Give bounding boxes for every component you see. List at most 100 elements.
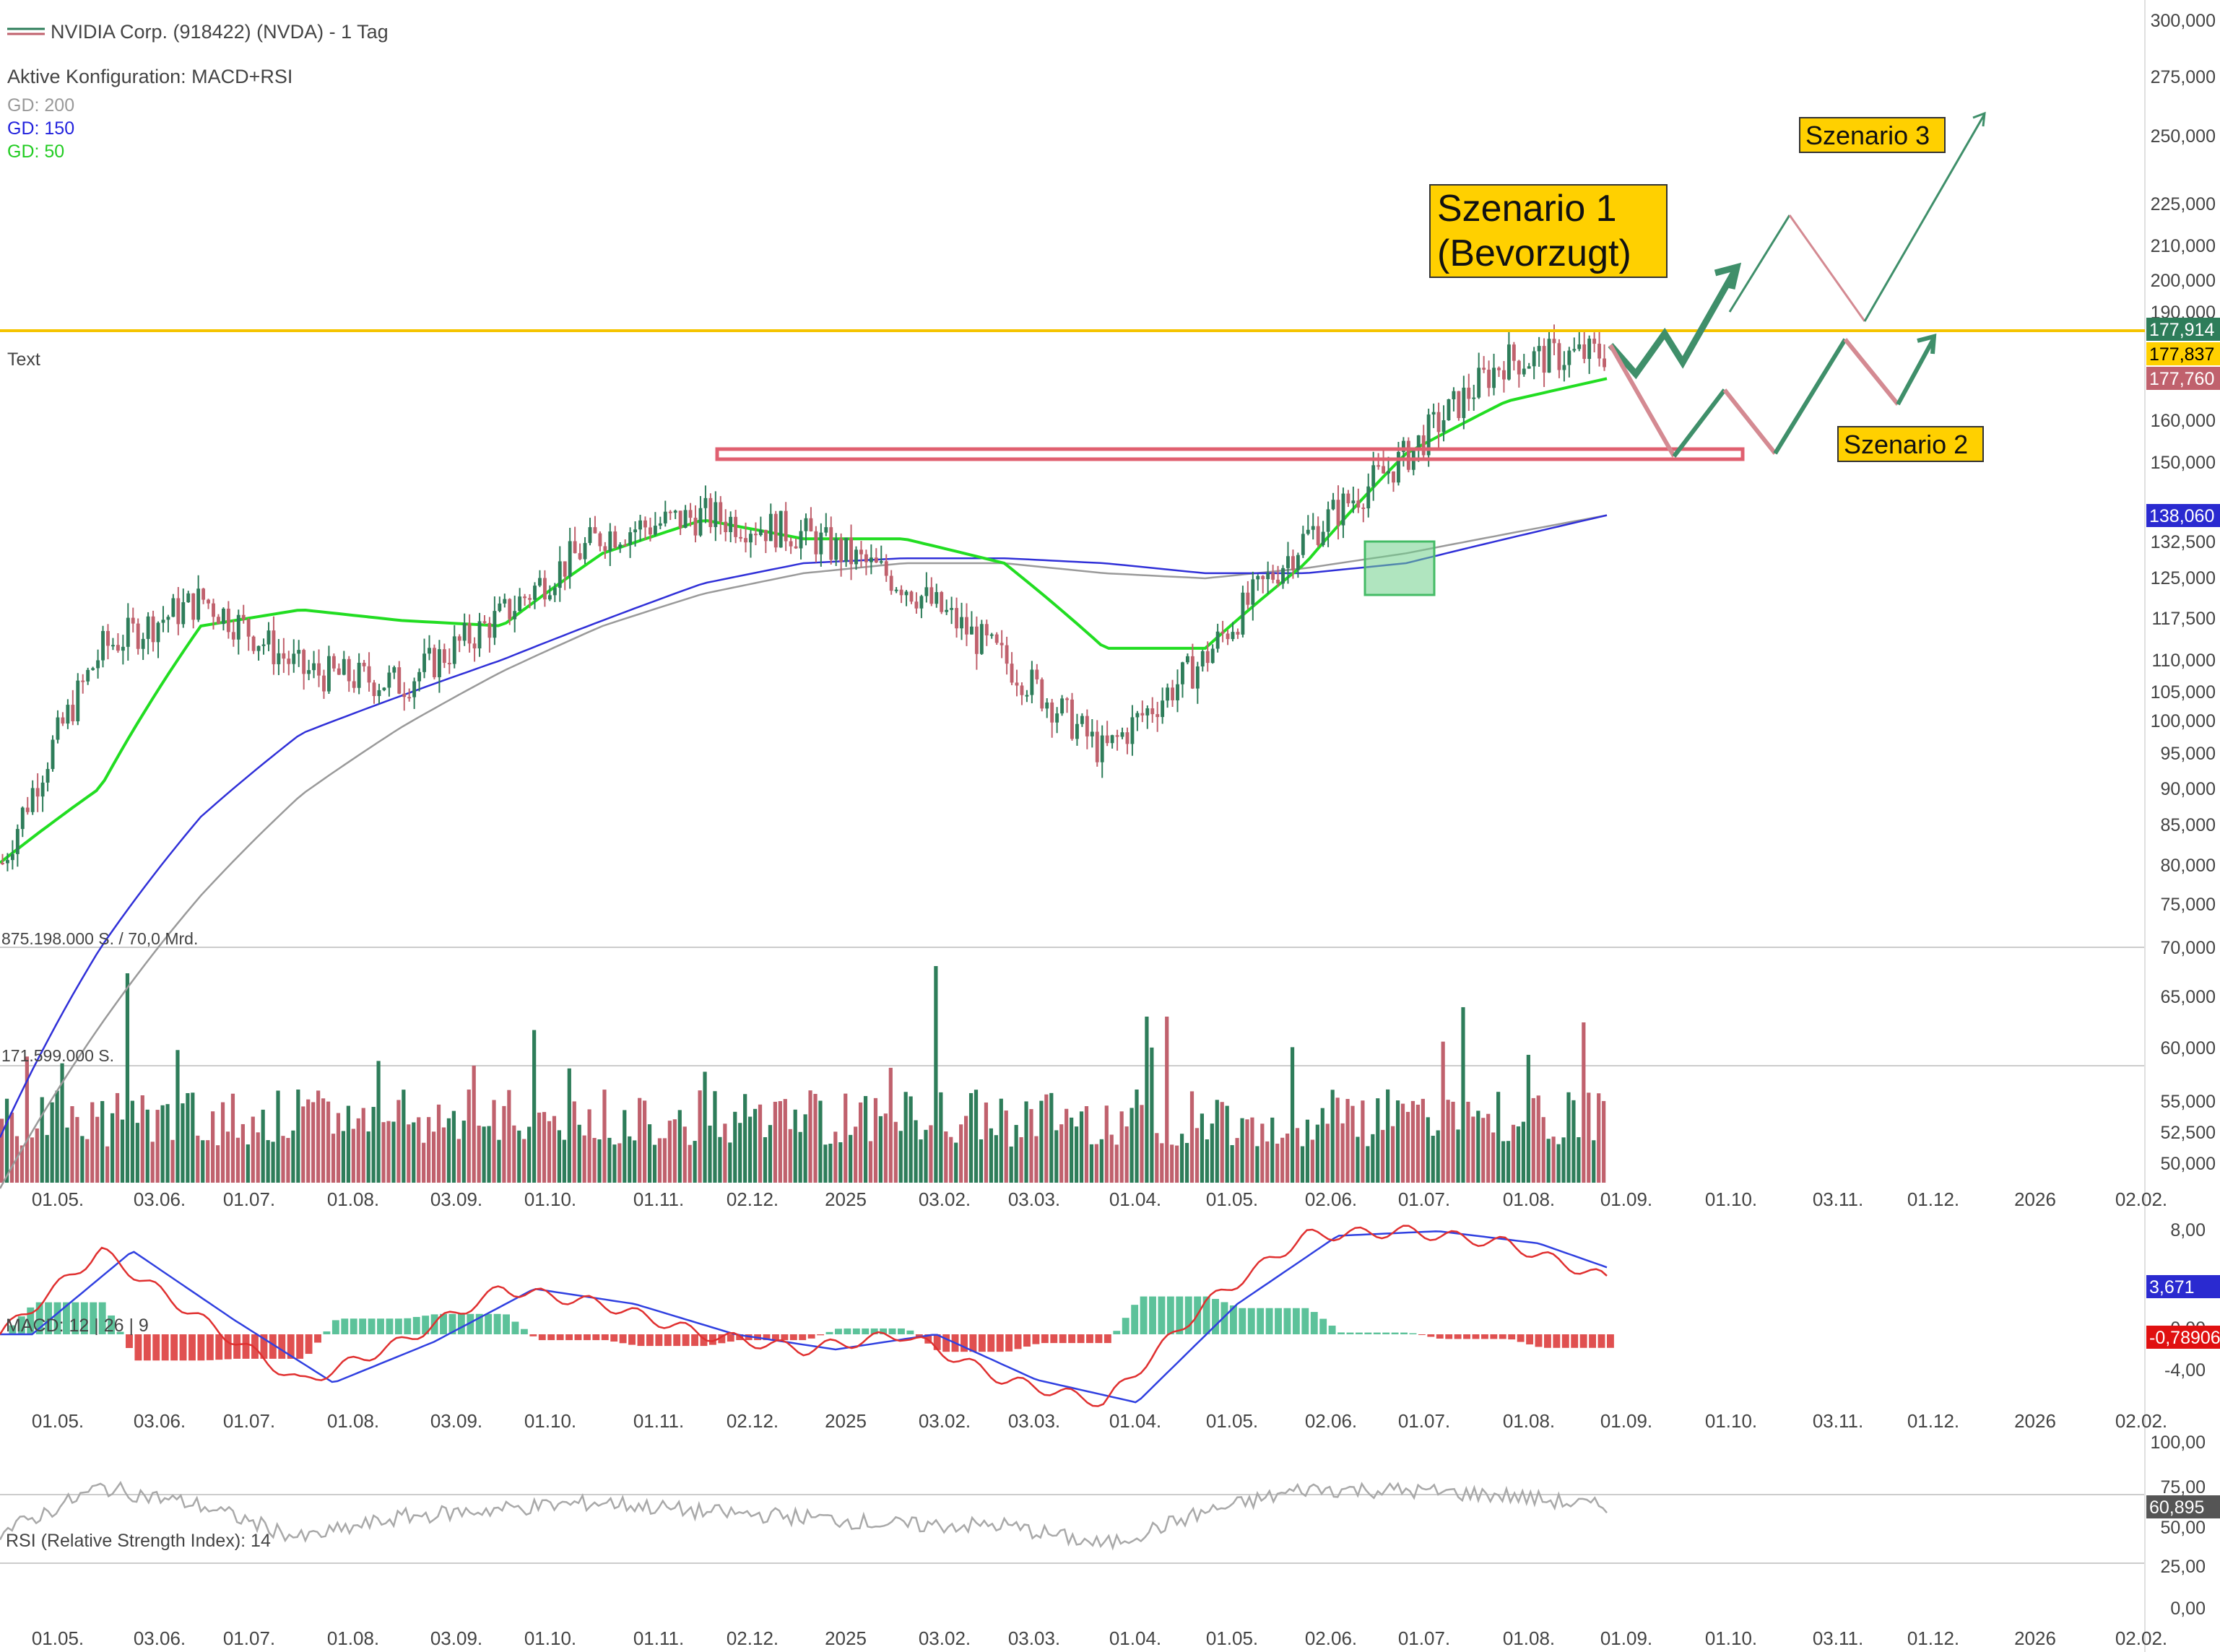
macd-badge bbox=[2146, 1326, 2220, 1349]
scenario-2-label: Szenario 2 bbox=[1844, 430, 1968, 459]
candle-body bbox=[1271, 573, 1275, 580]
candle-body bbox=[1145, 708, 1150, 716]
candle-body bbox=[1236, 632, 1240, 635]
macd-histogram-bar bbox=[610, 1334, 618, 1342]
macd-histogram-bar bbox=[422, 1316, 430, 1334]
macd-histogram-bar bbox=[736, 1334, 744, 1341]
candle-body bbox=[628, 532, 633, 545]
volume-bar bbox=[1481, 1118, 1486, 1183]
volume-bar bbox=[1210, 1123, 1214, 1183]
macd-histogram-bar bbox=[673, 1334, 681, 1347]
volume-bar bbox=[1441, 1041, 1445, 1183]
volume-bar bbox=[939, 1092, 943, 1183]
volume-bar bbox=[381, 1122, 386, 1183]
volume-bar bbox=[968, 1092, 974, 1183]
candle-body bbox=[287, 658, 291, 664]
candle-body bbox=[1492, 368, 1496, 388]
candle-body bbox=[1506, 344, 1511, 380]
macd-histogram-bar bbox=[583, 1334, 591, 1341]
candle-body bbox=[603, 546, 607, 551]
volume-bar bbox=[1135, 1089, 1139, 1183]
candle-body bbox=[1603, 358, 1606, 368]
candle-body bbox=[734, 516, 738, 537]
volume-bar bbox=[1009, 1146, 1013, 1183]
macd-histogram-bar bbox=[888, 1328, 896, 1334]
candle-body bbox=[357, 662, 361, 688]
volume-bar bbox=[1054, 1130, 1059, 1183]
macd-histogram-bar bbox=[1337, 1332, 1345, 1334]
candle-body bbox=[161, 620, 165, 623]
time-tick-label: 02.06. bbox=[1305, 1410, 1357, 1432]
candle-body bbox=[950, 608, 954, 610]
volume-bar bbox=[808, 1090, 812, 1183]
macd-histogram-bar bbox=[9, 1325, 17, 1334]
candle-body bbox=[61, 717, 65, 724]
volume-bar bbox=[1340, 1123, 1345, 1183]
volume-bar bbox=[698, 1090, 702, 1183]
volume-bar bbox=[1506, 1141, 1511, 1183]
macd-histogram-bar bbox=[90, 1302, 97, 1334]
volume-bar bbox=[1476, 1110, 1480, 1183]
volume-bar bbox=[186, 1092, 190, 1183]
macd-histogram-bar bbox=[708, 1334, 716, 1345]
volume-bar bbox=[1225, 1105, 1229, 1183]
candle-body bbox=[207, 599, 210, 604]
candle-body bbox=[648, 527, 652, 535]
time-tick-label: 01.07. bbox=[1398, 1410, 1450, 1432]
price-tick-label: 250,000 bbox=[2151, 126, 2216, 147]
volume-bar bbox=[70, 1106, 74, 1183]
volume-bar bbox=[863, 1096, 868, 1183]
scenario-1-line2: (Bevorzugt) bbox=[1437, 232, 1631, 274]
candle-body bbox=[362, 662, 366, 666]
macd-histogram-bar bbox=[350, 1318, 357, 1334]
volume-bar bbox=[1070, 1117, 1074, 1183]
candle-body bbox=[1326, 509, 1330, 532]
macd-histogram-bar bbox=[1229, 1305, 1237, 1334]
volume-bar bbox=[903, 1092, 908, 1183]
volume-bar bbox=[1371, 1134, 1375, 1183]
volume-bar bbox=[1602, 1100, 1606, 1183]
macd-histogram-bar bbox=[520, 1329, 528, 1334]
candle-body bbox=[121, 646, 125, 651]
macd-histogram-bar bbox=[1292, 1308, 1300, 1334]
volume-bar bbox=[537, 1112, 542, 1183]
candle-body bbox=[1176, 684, 1179, 700]
candle-body bbox=[1392, 471, 1395, 483]
macd-histogram-bar bbox=[682, 1334, 690, 1347]
candle-body bbox=[1200, 651, 1205, 667]
scenario-3-path bbox=[1728, 111, 1986, 322]
volume-bar bbox=[647, 1124, 652, 1183]
volume-bar bbox=[376, 1061, 381, 1183]
macd-histogram-bar bbox=[852, 1328, 860, 1334]
macd-histogram-bar bbox=[1391, 1332, 1399, 1334]
candle-body bbox=[236, 614, 240, 640]
volume-bar bbox=[602, 1090, 607, 1183]
candle-body bbox=[979, 624, 984, 654]
candle-body bbox=[146, 616, 150, 639]
volume-bar bbox=[743, 1094, 747, 1183]
volume-bar bbox=[65, 1127, 69, 1183]
volume-bar bbox=[1415, 1104, 1420, 1183]
macd-histogram-bar bbox=[1346, 1332, 1354, 1334]
candle-body bbox=[969, 626, 974, 635]
candle-body bbox=[1256, 575, 1260, 580]
volume-bar bbox=[30, 1137, 34, 1183]
price-tick-label: 100,000 bbox=[2151, 711, 2216, 731]
candle-body bbox=[804, 518, 808, 531]
time-tick-label: 01.10. bbox=[1705, 1410, 1757, 1432]
macd-histogram-bar bbox=[601, 1334, 609, 1341]
volume-bar bbox=[211, 1111, 215, 1183]
volume-bar bbox=[582, 1135, 586, 1183]
macd-histogram-bar bbox=[448, 1313, 456, 1334]
candle-body bbox=[1281, 568, 1285, 584]
volume-bar bbox=[170, 1139, 175, 1183]
volume-bar bbox=[667, 1121, 672, 1183]
candle-body bbox=[1105, 735, 1109, 744]
volume-bar bbox=[708, 1125, 712, 1183]
volume-bar bbox=[256, 1132, 260, 1183]
time-tick-label: 01.08. bbox=[1503, 1188, 1555, 1210]
volume-bar bbox=[386, 1121, 391, 1183]
macd-histogram-bar bbox=[1319, 1318, 1327, 1334]
macd-histogram-bar bbox=[1364, 1332, 1372, 1334]
time-tick-label: 01.05. bbox=[1206, 1188, 1258, 1210]
